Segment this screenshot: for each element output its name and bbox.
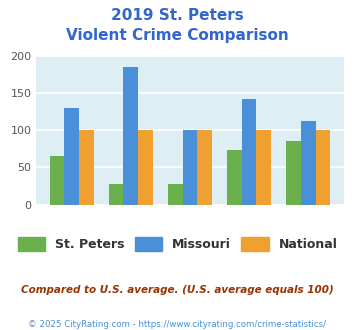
Bar (256, 130, 271, 205)
Bar (138, 130, 153, 205)
Text: 2019 St. Peters: 2019 St. Peters (111, 8, 244, 23)
Bar (242, 99, 256, 205)
Bar (109, 184, 124, 205)
Bar (316, 130, 330, 205)
Bar (124, 67, 138, 205)
Bar (182, 130, 197, 205)
Text: © 2025 CityRating.com - https://www.cityrating.com/crime-statistics/: © 2025 CityRating.com - https://www.city… (28, 320, 327, 329)
Legend: St. Peters, Missouri, National: St. Peters, Missouri, National (18, 237, 337, 251)
Bar (301, 121, 316, 205)
Bar (227, 150, 242, 205)
Text: Compared to U.S. average. (U.S. average equals 100): Compared to U.S. average. (U.S. average … (21, 285, 334, 295)
Bar (286, 142, 301, 205)
Bar (197, 130, 212, 205)
Text: Violent Crime Comparison: Violent Crime Comparison (66, 28, 289, 43)
Bar (79, 130, 94, 205)
Bar (64, 108, 79, 205)
Bar (50, 156, 64, 205)
Bar (168, 184, 182, 205)
